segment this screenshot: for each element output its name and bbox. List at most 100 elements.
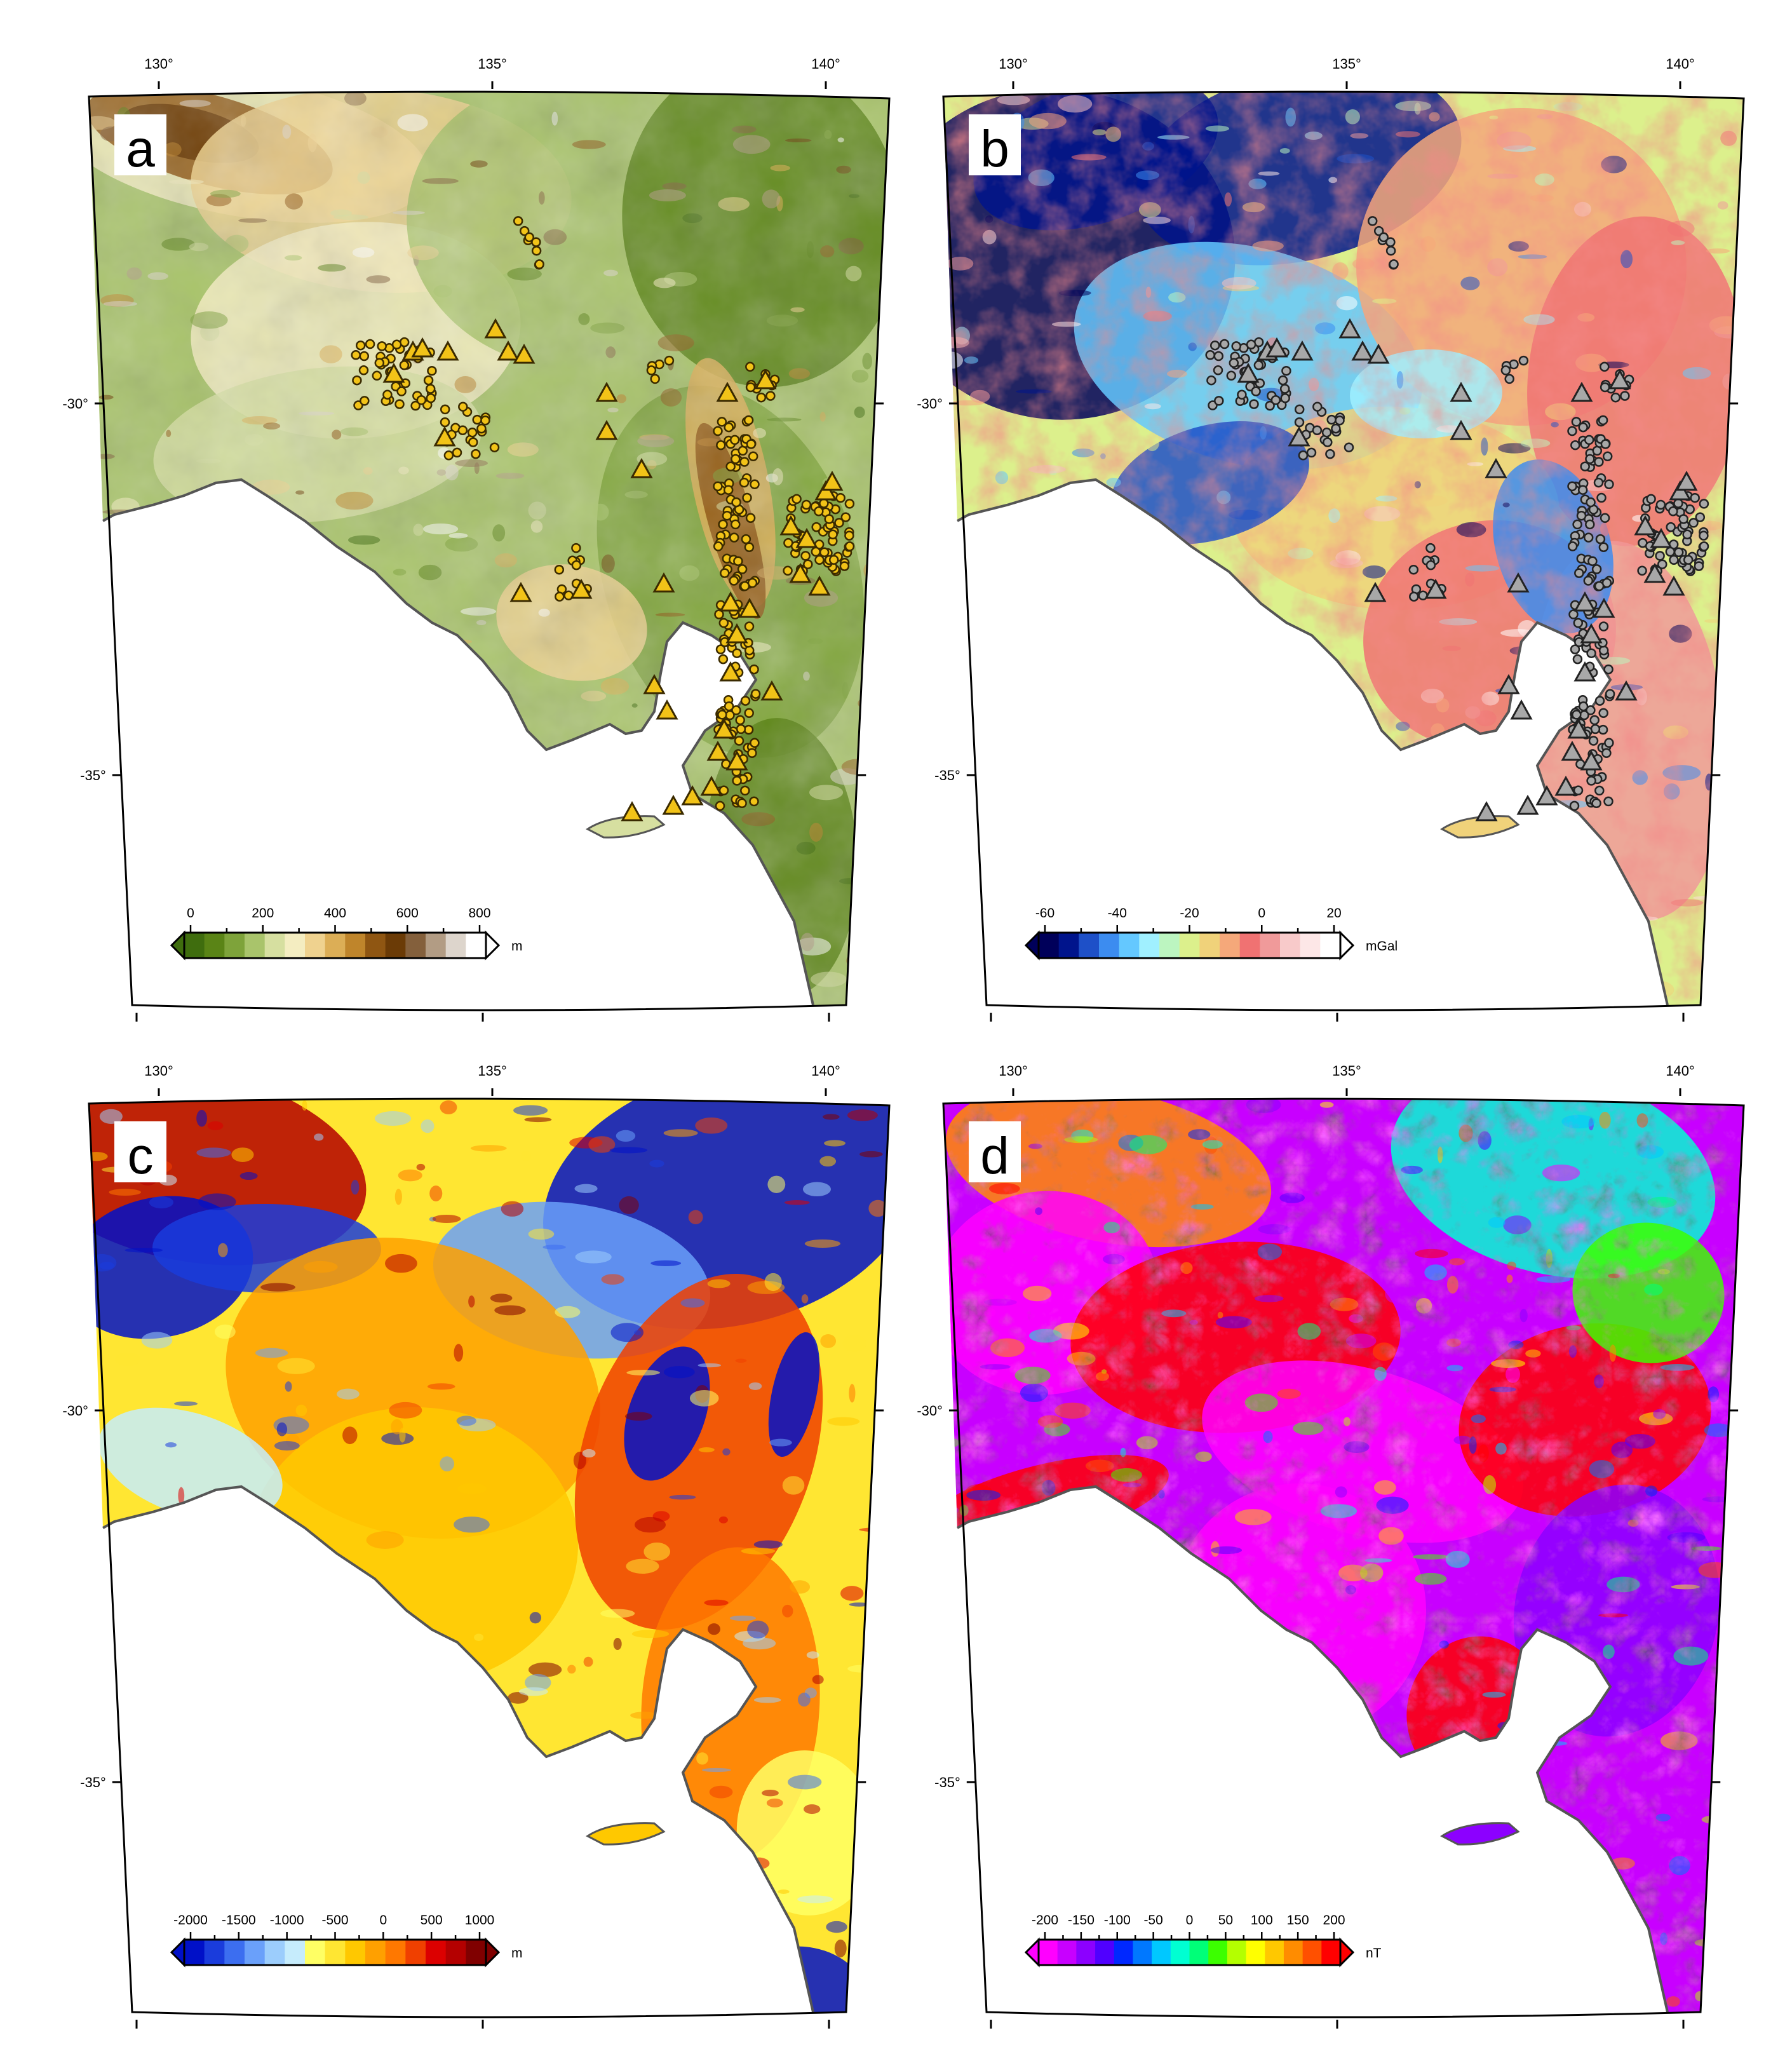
panel-letter: b bbox=[980, 120, 1009, 178]
event-circle bbox=[724, 422, 734, 433]
colorbar-tick-label-0: -60 bbox=[1035, 906, 1054, 921]
station-triangle bbox=[1580, 623, 1603, 644]
event-circle bbox=[1598, 542, 1609, 553]
event-circle bbox=[1378, 232, 1389, 243]
event-circle bbox=[1312, 402, 1323, 412]
event-circle bbox=[534, 259, 544, 269]
event-circle bbox=[416, 395, 427, 405]
map-panel-b: 130° 135° 140° -30° -35° b -60 -40 -20 0 20 mGal bbox=[917, 56, 1745, 1022]
station-triangle bbox=[1507, 572, 1530, 593]
event-circle bbox=[1594, 581, 1605, 591]
event-circle bbox=[571, 543, 581, 553]
station-triangle bbox=[1364, 581, 1387, 602]
station-triangle bbox=[652, 572, 675, 593]
station-triangle bbox=[433, 426, 456, 447]
event-circle bbox=[731, 705, 741, 715]
event-circle bbox=[801, 499, 812, 510]
colorbar-swatch bbox=[1079, 933, 1100, 958]
colorbar-tick-label-4: 800 bbox=[468, 906, 490, 921]
event-circle bbox=[733, 556, 743, 567]
event-circle bbox=[1586, 497, 1596, 508]
event-circle bbox=[1578, 422, 1588, 433]
colorbar-unit: mGal bbox=[1366, 939, 1398, 954]
colorbar-tick-label-8: 200 bbox=[1323, 1913, 1345, 1928]
event-circle bbox=[737, 564, 748, 574]
event-circle bbox=[1213, 351, 1224, 361]
event-circle bbox=[1209, 340, 1220, 351]
event-circle bbox=[765, 391, 776, 401]
event-circle bbox=[1594, 696, 1605, 706]
station-triangle bbox=[656, 699, 678, 720]
event-circle bbox=[471, 449, 481, 459]
event-circle bbox=[713, 541, 724, 551]
event-circle bbox=[824, 514, 834, 524]
event-circle bbox=[1280, 393, 1290, 403]
event-circle bbox=[834, 518, 844, 528]
map-panel-d: 130° 135° 140° -30° -35° d -200 -150 -100 -50 0 50 1… bbox=[917, 1063, 1745, 2029]
event-circle bbox=[410, 400, 421, 411]
event-circle bbox=[814, 506, 824, 517]
event-circle bbox=[731, 454, 741, 464]
event-circle bbox=[394, 399, 405, 409]
colorbar-tick-label-4: 0 bbox=[379, 1913, 387, 1928]
event-circle bbox=[489, 442, 500, 452]
event-circle bbox=[391, 339, 402, 350]
event-circle bbox=[1294, 404, 1305, 415]
colorbar-swatch bbox=[345, 1940, 366, 1965]
colorbar-unit: nT bbox=[1366, 1946, 1382, 1961]
panel-letter: a bbox=[126, 120, 155, 178]
event-circle bbox=[741, 534, 751, 544]
event-circle bbox=[1312, 425, 1323, 436]
event-circle bbox=[1655, 499, 1666, 510]
kangaroo-island bbox=[586, 815, 666, 839]
event-circle bbox=[458, 402, 468, 412]
event-circle bbox=[1572, 654, 1583, 665]
event-circle bbox=[1584, 435, 1594, 445]
colorbar-swatch bbox=[285, 933, 306, 958]
event-circle bbox=[1409, 591, 1419, 602]
lat-label-0: -30° bbox=[62, 396, 88, 412]
event-circle bbox=[365, 339, 375, 349]
colorbar-unit: m bbox=[511, 1946, 523, 1961]
station-triangle bbox=[808, 575, 831, 596]
lon-label-1: 135° bbox=[1332, 1063, 1361, 1079]
event-circle bbox=[646, 365, 657, 375]
event-circle bbox=[1595, 534, 1606, 544]
event-circle bbox=[1673, 498, 1683, 509]
station-triangle bbox=[779, 515, 802, 536]
event-circle bbox=[718, 785, 729, 795]
map-panel-a: 130° 135° 140° -30° -35° a 0 200 400 600 800 m bbox=[62, 56, 891, 1022]
colorbar-tick-label-1: -40 bbox=[1108, 906, 1127, 921]
event-circle bbox=[840, 512, 851, 522]
event-circle bbox=[1321, 427, 1332, 438]
event-circle bbox=[1600, 513, 1610, 524]
event-circle bbox=[440, 404, 450, 415]
colorbar-swatch bbox=[305, 933, 326, 958]
station-triangle bbox=[1485, 457, 1507, 478]
event-circle bbox=[1367, 216, 1378, 226]
event-circle bbox=[1655, 551, 1665, 561]
event-circle bbox=[718, 519, 728, 530]
event-circle bbox=[1385, 237, 1396, 247]
event-circle bbox=[1231, 341, 1241, 351]
event-circle bbox=[722, 510, 732, 521]
panel-letter-box: b bbox=[969, 114, 1021, 178]
event-circle bbox=[1588, 736, 1599, 746]
lon-label-2: 140° bbox=[811, 1063, 840, 1079]
event-circle bbox=[1574, 568, 1584, 578]
event-circle bbox=[571, 560, 582, 571]
station-triangle bbox=[1650, 527, 1673, 548]
colorbar-swatch bbox=[466, 1940, 487, 1965]
lon-label-2: 140° bbox=[1666, 56, 1695, 72]
colorbar-tick-label-2: -20 bbox=[1180, 906, 1199, 921]
lat-label-1: -35° bbox=[934, 767, 960, 783]
map-frame bbox=[88, 90, 891, 1011]
coastline bbox=[957, 1485, 1669, 2013]
event-circle bbox=[749, 664, 759, 675]
event-circle bbox=[554, 564, 565, 575]
station-triangle bbox=[1561, 740, 1584, 761]
event-circle bbox=[1598, 621, 1609, 632]
colorbar-swatch bbox=[285, 1940, 306, 1965]
colorbar-tick-label-0: -200 bbox=[1032, 1913, 1058, 1928]
